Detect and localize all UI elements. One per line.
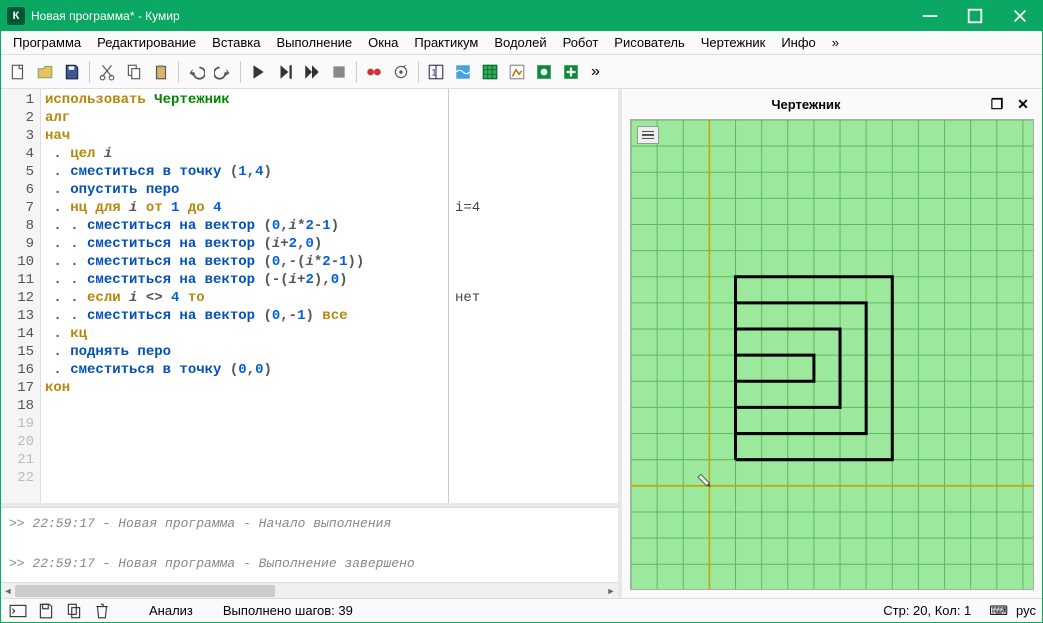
menubar: ПрограммаРедактированиеВставкаВыполнение… [1,31,1042,55]
code-area[interactable]: использовать Чертежникалгнач . цел i . с… [41,89,448,503]
canvas-menu-button[interactable] [637,126,659,144]
menu-Практикум[interactable]: Практикум [406,32,486,53]
cursor-position: Стр: 20, Кол: 1 [883,603,971,618]
paste-icon[interactable] [148,59,174,85]
steps-label: Выполнено шагов: 39 [223,603,353,618]
drawer-header: Чертежник ❐ ✕ [622,89,1042,119]
menu-Выполнение[interactable]: Выполнение [268,32,360,53]
menu-Программа[interactable]: Программа [5,32,89,53]
save-status-icon[interactable] [35,601,57,621]
watch-icon[interactable] [388,59,414,85]
cut-icon[interactable] [94,59,120,85]
water-icon[interactable] [450,59,476,85]
menu-»[interactable]: » [824,32,847,53]
grid-svg [631,120,1033,590]
left-pane: 12345678910111213141516171819202122 испо… [1,89,622,598]
close-button[interactable] [997,1,1042,31]
menu-Рисователь[interactable]: Рисователь [606,32,692,53]
copy-status-icon[interactable] [63,601,85,621]
horizontal-scrollbar[interactable]: ◄ ► [1,582,618,598]
menu-Инфо[interactable]: Инфо [773,32,823,53]
turtle-plus-icon[interactable] [558,59,584,85]
app-window: К Новая программа* - Кумир ПрограммаРеда… [0,0,1043,623]
drawer-panel: Чертежник ❐ ✕ [622,89,1042,598]
menu-Чертежник[interactable]: Чертежник [693,32,774,53]
language-indicator[interactable]: рус [1016,603,1036,618]
open-file-icon[interactable] [32,59,58,85]
maximize-button[interactable] [952,1,997,31]
stop-icon[interactable] [326,59,352,85]
main-area: 12345678910111213141516171819202122 испо… [1,89,1042,598]
svg-text:1: 1 [432,67,437,77]
undo-icon[interactable] [183,59,209,85]
scroll-thumb[interactable] [15,585,275,597]
drawer-canvas[interactable] [630,119,1034,590]
breakpoint-icon[interactable] [361,59,387,85]
analyze-label: Анализ [149,603,193,618]
code-editor[interactable]: 12345678910111213141516171819202122 испо… [1,89,618,507]
copy-icon[interactable] [121,59,147,85]
drawer-title: Чертежник [630,97,982,112]
menu-Окна[interactable]: Окна [360,32,406,53]
close-panel-icon[interactable]: ✕ [1012,93,1034,115]
menu-Робот[interactable]: Робот [555,32,607,53]
menu-Водолей[interactable]: Водолей [486,32,554,53]
keyboard-icon[interactable]: ⌨ [989,603,1008,619]
minimize-button[interactable] [907,1,952,31]
app-logo: К [7,7,25,25]
step-icon[interactable] [272,59,298,85]
restore-icon[interactable]: ❐ [986,93,1008,115]
statusbar: Анализ Выполнено шагов: 39 Стр: 20, Кол:… [1,598,1042,622]
robot-grid-icon[interactable] [477,59,503,85]
save-file-icon[interactable] [59,59,85,85]
debug-margin: i=4 нет [448,89,618,503]
new-file-icon[interactable] [5,59,31,85]
console-toggle-icon[interactable] [7,601,29,621]
menu-Вставка[interactable]: Вставка [204,32,268,53]
right-pane: Чертежник ❐ ✕ [622,89,1042,598]
trash-status-icon[interactable] [91,601,113,621]
toggle-split-icon[interactable]: 1 [423,59,449,85]
line-gutter: 12345678910111213141516171819202122 [1,89,41,503]
run-icon[interactable] [245,59,271,85]
drawer-icon[interactable] [504,59,530,85]
redo-icon[interactable] [210,59,236,85]
scroll-right-arrow[interactable]: ► [604,583,618,598]
run-fast-icon[interactable] [299,59,325,85]
toolbar-overflow[interactable]: » [587,63,604,81]
output-console[interactable]: >> 22:59:17 - Новая программа - Начало в… [1,507,618,582]
scroll-left-arrow[interactable]: ◄ [1,583,15,598]
titlebar: К Новая программа* - Кумир [1,1,1042,31]
toolbar: 1» [1,55,1042,89]
menu-Редактирование[interactable]: Редактирование [89,32,204,53]
turtle-green-icon[interactable] [531,59,557,85]
window-title: Новая программа* - Кумир [31,9,907,23]
